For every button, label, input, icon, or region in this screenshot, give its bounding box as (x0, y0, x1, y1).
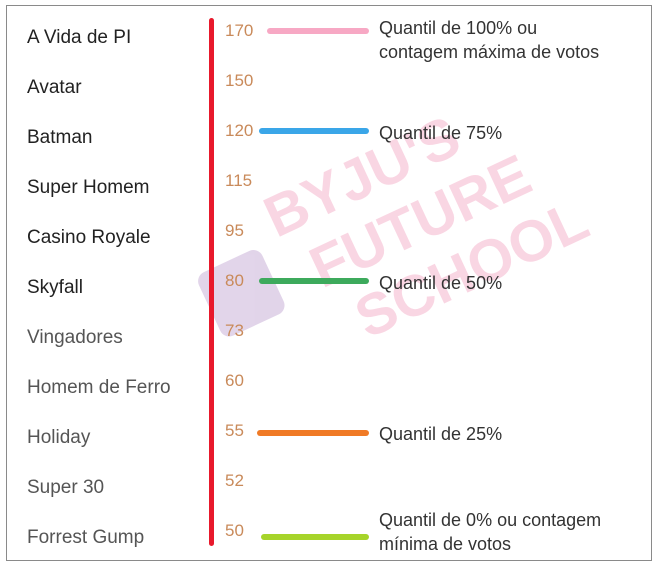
diagram-frame: BYJU'S FUTURE SCHOOL A Vida de PI Avatar… (6, 5, 652, 561)
movie-label: Vingadores (27, 327, 123, 348)
movie-label: Holiday (27, 427, 91, 448)
vote-count: 95 (225, 221, 244, 240)
vote-count: 73 (225, 321, 244, 340)
quantile-25-line (257, 430, 369, 436)
quantile-75-line (259, 128, 369, 134)
movie-label: A Vida de PI (27, 27, 132, 48)
quantile-0-label-line2: mínima de votos (379, 534, 512, 554)
quantile-100-label-line1: Quantil de 100% ou (379, 18, 538, 38)
vote-axis-line (209, 18, 214, 546)
movie-label: Forrest Gump (27, 527, 145, 548)
vote-count: 60 (225, 371, 244, 390)
vote-count: 80 (225, 271, 244, 290)
movie-label: Batman (27, 127, 93, 148)
movie-label: Casino Royale (27, 227, 151, 248)
movie-label: Homem de Ferro (27, 377, 171, 398)
quantile-100-label-line2: contagem máxima de votos (379, 42, 600, 62)
vote-count: 55 (225, 421, 244, 440)
movie-label: Super Homem (27, 177, 150, 198)
watermark-line3: SCHOOL (346, 187, 597, 346)
vote-count: 52 (225, 471, 244, 490)
vote-count: 170 (225, 21, 254, 40)
quantile-50-label: Quantil de 50% (379, 273, 503, 293)
vote-count: 115 (225, 171, 253, 190)
quantile-75-label: Quantil de 75% (379, 123, 503, 143)
vote-count: 50 (225, 521, 244, 540)
quantile-0-label-line1: Quantil de 0% ou contagem (379, 510, 602, 530)
vote-count: 150 (225, 71, 254, 90)
byjus-watermark-logo: BYJU'S FUTURE SCHOOL (198, 104, 597, 346)
quantile-25-label: Quantil de 25% (379, 424, 503, 444)
quantile-50-line (259, 278, 369, 284)
movie-label: Avatar (27, 77, 82, 98)
vote-count: 120 (225, 121, 254, 140)
movie-label: Skyfall (27, 277, 83, 298)
quantile-0-line (261, 534, 369, 540)
movie-label: Super 30 (27, 477, 105, 498)
quantile-100-line (267, 28, 369, 34)
